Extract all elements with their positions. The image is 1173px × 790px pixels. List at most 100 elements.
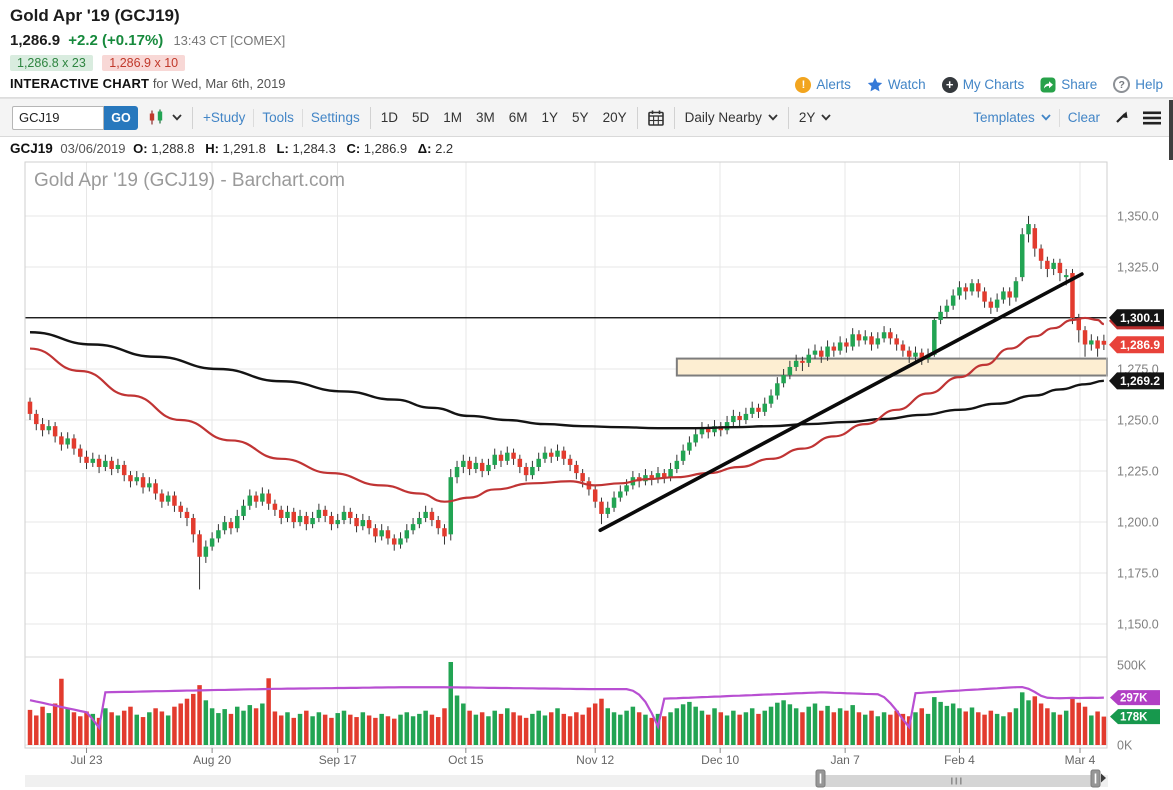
volume-bar — [812, 703, 818, 745]
settings-button[interactable]: Settings — [310, 110, 360, 125]
range-value: 2Y — [798, 110, 816, 125]
watch-link[interactable]: Watch — [867, 77, 926, 93]
period-3m[interactable]: 3M — [476, 110, 495, 125]
chart-type-selector[interactable] — [148, 109, 182, 126]
volume-bar — [969, 707, 975, 745]
chart-area[interactable]: Gold Apr '19 (GCJ19) - Barchart.com 1,350… — [0, 160, 1173, 790]
symbol-input[interactable] — [12, 105, 104, 130]
scrollbar-range[interactable] — [820, 775, 1097, 787]
candle — [266, 493, 271, 504]
candle — [253, 495, 259, 502]
period-20y[interactable]: 20Y — [602, 110, 627, 125]
help-link[interactable]: ? Help — [1113, 76, 1163, 93]
volume-bar — [442, 708, 447, 745]
candle — [567, 458, 573, 465]
volume-bar — [605, 708, 611, 745]
period-1d[interactable]: 1D — [380, 110, 398, 125]
frequency-value: Daily Nearby — [684, 110, 762, 125]
candle — [743, 413, 749, 421]
volume-bar — [71, 712, 77, 745]
chart-scrollbar[interactable] — [25, 769, 1108, 788]
price-tag — [1109, 372, 1164, 390]
browser-scrollbar-thumb[interactable] — [1169, 100, 1173, 160]
delta-label: Δ: — [417, 141, 432, 156]
volume-bar — [819, 710, 824, 745]
volume-bar — [837, 708, 843, 745]
frequency-dropdown[interactable]: Daily Nearby — [685, 110, 778, 125]
volume-bar — [718, 712, 724, 745]
pointer-tool-button[interactable] — [1114, 110, 1129, 125]
share-link[interactable]: Share — [1040, 77, 1097, 93]
volume-bar — [1045, 708, 1050, 745]
volume-bar — [222, 709, 227, 745]
candle — [756, 407, 761, 412]
go-button[interactable]: GO — [104, 105, 138, 130]
candle — [950, 295, 956, 306]
period-1y[interactable]: 1Y — [541, 110, 559, 125]
volume-bar — [825, 705, 830, 745]
candle — [611, 497, 617, 508]
candle — [96, 458, 102, 467]
chart-generated-layers: Gold Apr '19 (GCJ19) - Barchart.com 1,350… — [24, 161, 1164, 767]
volume-bar — [517, 715, 523, 745]
candle — [655, 473, 661, 480]
candle — [1070, 273, 1075, 318]
period-buttons: 1D 5D 1M 3M 6M 1Y 5Y 20Y — [381, 110, 627, 125]
volume-bar — [153, 708, 158, 745]
volume-bar — [925, 713, 931, 745]
period-6m[interactable]: 6M — [508, 110, 528, 125]
my-charts-link[interactable]: + My Charts — [941, 76, 1024, 93]
axis-price-tags: 1,300.1 1,286.9 1,269.2 297K 178K — [1109, 309, 1164, 725]
candle — [335, 520, 340, 525]
scrollbar-right-handle[interactable] — [1090, 769, 1101, 788]
volume-tag — [1110, 690, 1160, 706]
volume-bar — [567, 716, 573, 745]
candle — [492, 454, 497, 465]
svg-text:1,286.9: 1,286.9 — [1120, 338, 1160, 352]
candle — [963, 287, 968, 292]
volume-bar — [731, 710, 736, 745]
candle — [862, 336, 868, 341]
volume-bar — [65, 708, 70, 745]
header-divider — [0, 97, 1173, 98]
volume-bar — [511, 712, 516, 745]
add-study-button[interactable]: +Study — [203, 110, 246, 125]
volume-bar — [894, 710, 899, 745]
volume-bar — [429, 714, 435, 745]
volume-bar — [850, 705, 855, 745]
red-ma-line — [29, 316, 1105, 503]
scrollbar-step-right-icon[interactable] — [1101, 773, 1106, 783]
calendar-button[interactable] — [647, 110, 664, 126]
range-dropdown[interactable]: 2Y — [799, 110, 832, 125]
menu-button[interactable] — [1143, 111, 1161, 125]
svg-text:1,269.2: 1,269.2 — [1120, 374, 1160, 388]
candle — [781, 375, 786, 384]
period-5y[interactable]: 5Y — [572, 110, 589, 125]
period-1m[interactable]: 1M — [443, 110, 462, 125]
scrollbar-left-handle[interactable] — [815, 769, 826, 788]
volume-bar — [479, 712, 485, 745]
candle — [134, 477, 140, 482]
volume-bar — [649, 717, 654, 745]
templates-dropdown[interactable]: Templates — [973, 110, 1051, 125]
candle — [919, 352, 925, 359]
candle — [844, 342, 849, 347]
candle — [592, 489, 598, 502]
svg-text:1,150.0: 1,150.0 — [1117, 618, 1159, 632]
volume-bar — [197, 685, 202, 745]
scrollbar-grip — [951, 777, 953, 785]
volume-bar — [994, 713, 1000, 745]
tools-button[interactable]: Tools — [262, 110, 294, 125]
candle — [1051, 262, 1056, 269]
alerts-link[interactable]: ! Alerts — [795, 76, 851, 93]
candle — [530, 466, 535, 476]
volume-bar — [329, 717, 334, 745]
toolbar-separator — [673, 106, 675, 129]
clear-button[interactable]: Clear — [1067, 110, 1100, 125]
svg-text:0K: 0K — [1117, 739, 1133, 753]
chart-svg[interactable]: Gold Apr '19 (GCJ19) - Barchart.com 1,350… — [0, 160, 1173, 790]
volume-bar — [599, 698, 604, 745]
volume-bar — [147, 712, 152, 745]
period-5d[interactable]: 5D — [411, 110, 430, 125]
candle — [71, 438, 77, 449]
